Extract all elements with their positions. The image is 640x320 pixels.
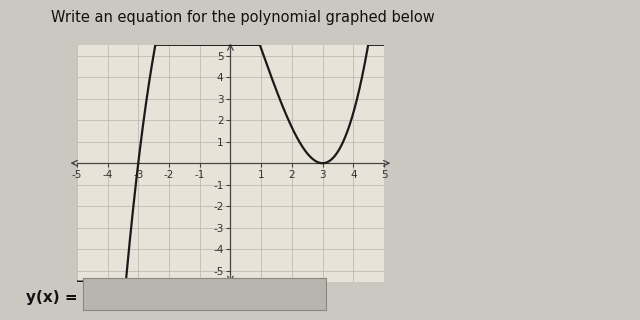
Text: y(x) =: y(x) = (26, 290, 77, 305)
Text: Write an equation for the polynomial graphed below: Write an equation for the polynomial gra… (51, 10, 435, 25)
